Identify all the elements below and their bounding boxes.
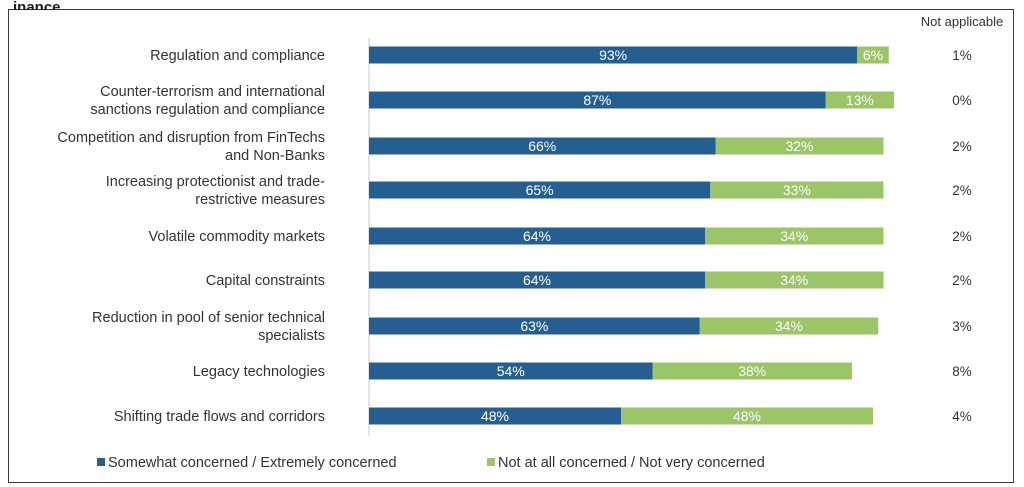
not-applicable-value: 1% — [952, 48, 972, 63]
not-applicable-value: 8% — [952, 364, 972, 379]
bar-concerned — [369, 137, 716, 155]
not-applicable-value: 2% — [952, 229, 972, 244]
bar-concerned — [369, 362, 653, 380]
bar-concerned — [369, 271, 705, 289]
data-label-not-concerned: 6% — [863, 47, 883, 63]
data-label-concerned: 48% — [481, 408, 509, 424]
category-label: restrictive measures — [195, 192, 325, 208]
bar-concerned — [369, 227, 705, 245]
data-label-not-concerned: 34% — [780, 272, 808, 288]
category-label: sanctions regulation and compliance — [90, 102, 325, 118]
category-label: Counter-terrorism and international — [100, 84, 325, 100]
bar-not-concerned — [857, 46, 889, 64]
data-label-not-concerned: 34% — [775, 318, 803, 334]
category-label: Shifting trade flows and corridors — [114, 409, 325, 425]
not-applicable-value: 2% — [952, 139, 972, 154]
chart-frame: inance — [8, 1, 1014, 483]
cropped-header-text: inance — [13, 1, 61, 10]
data-label-concerned: 65% — [526, 182, 554, 198]
data-label-not-concerned: 33% — [783, 182, 811, 198]
legend-item-not-concerned: Not at all concerned / Not very concerne… — [487, 455, 765, 471]
legend-label: Not at all concerned / Not very concerne… — [498, 455, 765, 471]
bars-layer — [368, 38, 894, 436]
data-label-concerned: 87% — [583, 92, 611, 108]
data-label-concerned: 93% — [599, 47, 627, 63]
category-label: Volatile commodity markets — [149, 229, 325, 245]
legend-swatch — [487, 458, 495, 466]
legend-item-concerned: Somewhat concerned / Extremely concerned — [97, 455, 397, 471]
legend: Somewhat concerned / Extremely concerned… — [97, 455, 765, 471]
data-label-not-concerned: 13% — [846, 92, 874, 108]
legend-swatch — [97, 458, 105, 466]
data-label-concerned: 63% — [520, 318, 548, 334]
data-label-concerned: 64% — [523, 272, 551, 288]
bar-concerned — [369, 407, 621, 425]
bar-not-concerned — [710, 181, 884, 199]
data-label-not-concerned: 34% — [780, 228, 808, 244]
bar-concerned — [369, 91, 826, 109]
legend-label: Somewhat concerned / Extremely concerned — [108, 455, 397, 471]
not-applicable-value: 2% — [952, 183, 972, 198]
category-label: Capital constraints — [206, 273, 325, 289]
labels-layer: Not applicable 93% 6% 1% Regulation and comp… — [57, 14, 1003, 425]
category-label: Legacy technologies — [193, 364, 325, 380]
bar-not-concerned — [621, 407, 873, 425]
data-label-not-concerned: 32% — [785, 138, 813, 154]
bar-concerned — [369, 181, 711, 199]
bar-not-concerned — [825, 91, 894, 109]
data-label-not-concerned: 48% — [733, 408, 761, 424]
category-label: Competition and disruption from FinTechs — [57, 130, 325, 146]
category-label: Reduction in pool of senior technical — [92, 310, 325, 326]
not-applicable-value: 0% — [952, 93, 972, 108]
bar-not-concerned — [652, 362, 852, 380]
data-label-concerned: 64% — [523, 228, 551, 244]
bar-not-concerned — [705, 227, 884, 245]
bar-not-concerned — [705, 271, 884, 289]
category-label: specialists — [258, 328, 325, 344]
bar-concerned — [369, 46, 858, 64]
category-label: Increasing protectionist and trade- — [106, 174, 325, 190]
data-label-not-concerned: 38% — [738, 363, 766, 379]
not-applicable-value: 4% — [952, 409, 972, 424]
bar-not-concerned — [699, 317, 879, 335]
data-label-concerned: 54% — [497, 363, 525, 379]
category-label: Regulation and compliance — [150, 48, 325, 64]
category-label: and Non-Banks — [225, 148, 325, 164]
bar-concerned — [369, 317, 700, 335]
bar-not-concerned — [715, 137, 884, 155]
not-applicable-header: Not applicable — [921, 14, 1003, 29]
not-applicable-value: 2% — [952, 273, 972, 288]
data-label-concerned: 66% — [528, 138, 556, 154]
not-applicable-value: 3% — [952, 319, 972, 334]
